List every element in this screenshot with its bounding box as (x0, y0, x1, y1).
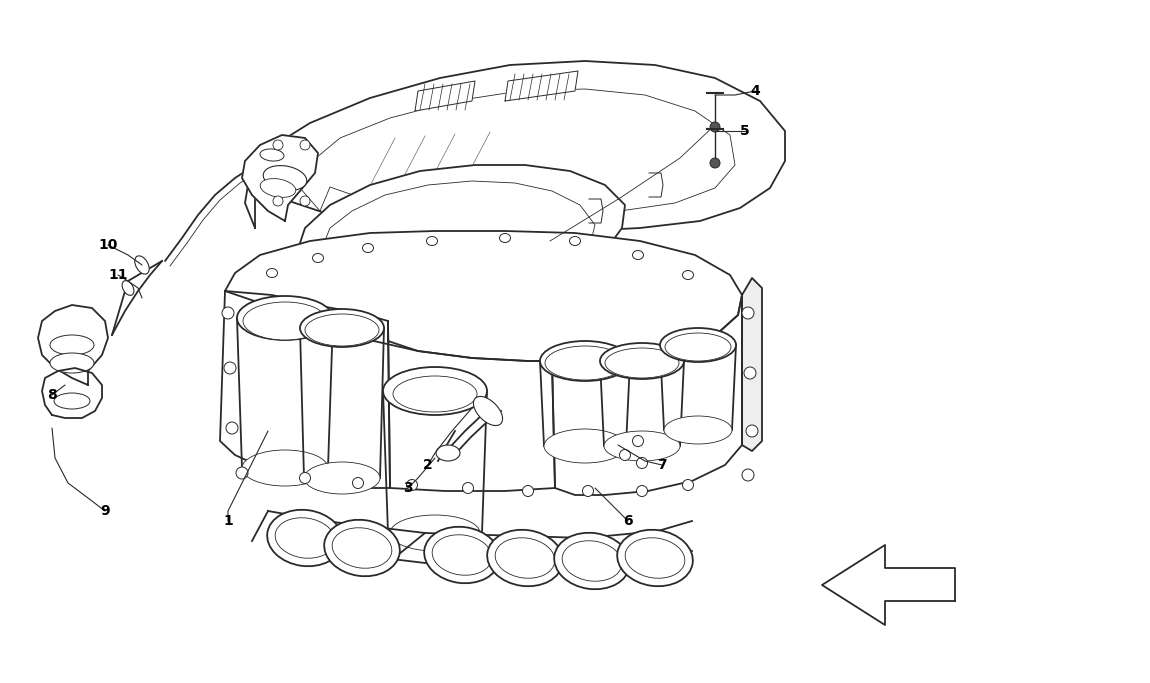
Ellipse shape (227, 422, 238, 434)
Ellipse shape (632, 436, 644, 447)
Polygon shape (822, 545, 954, 625)
Ellipse shape (393, 376, 477, 412)
Ellipse shape (744, 367, 756, 379)
Ellipse shape (424, 527, 500, 583)
Ellipse shape (626, 538, 685, 579)
Ellipse shape (273, 196, 283, 206)
Ellipse shape (682, 479, 693, 490)
Ellipse shape (554, 533, 630, 589)
Text: 2: 2 (423, 458, 432, 472)
Polygon shape (38, 305, 108, 385)
Polygon shape (296, 165, 624, 283)
Polygon shape (225, 231, 742, 361)
Ellipse shape (300, 196, 311, 206)
Ellipse shape (660, 328, 736, 362)
Text: 5: 5 (741, 124, 750, 138)
Text: 4: 4 (750, 84, 760, 98)
Ellipse shape (636, 458, 647, 469)
Ellipse shape (432, 535, 492, 575)
Ellipse shape (436, 445, 460, 461)
Ellipse shape (636, 486, 647, 497)
Ellipse shape (313, 253, 323, 262)
Ellipse shape (710, 158, 720, 168)
Ellipse shape (300, 309, 384, 347)
Ellipse shape (49, 353, 94, 373)
Ellipse shape (710, 122, 720, 132)
Ellipse shape (664, 416, 733, 444)
Ellipse shape (522, 486, 534, 497)
Ellipse shape (243, 302, 327, 340)
Ellipse shape (488, 530, 562, 586)
Polygon shape (388, 321, 555, 491)
Ellipse shape (263, 165, 307, 191)
Ellipse shape (604, 431, 680, 461)
Ellipse shape (583, 486, 593, 497)
Ellipse shape (242, 450, 328, 486)
Ellipse shape (135, 256, 150, 274)
Polygon shape (245, 61, 785, 231)
Ellipse shape (746, 425, 758, 437)
Polygon shape (43, 368, 102, 418)
Ellipse shape (273, 140, 283, 150)
Text: 1: 1 (223, 514, 232, 528)
Polygon shape (552, 295, 742, 495)
Ellipse shape (267, 268, 277, 277)
Ellipse shape (299, 473, 310, 484)
Ellipse shape (742, 307, 754, 319)
Text: 10: 10 (98, 238, 117, 252)
Ellipse shape (332, 528, 392, 568)
Ellipse shape (569, 236, 581, 245)
Polygon shape (220, 291, 390, 488)
Text: 3: 3 (404, 481, 413, 495)
Ellipse shape (122, 281, 133, 295)
Ellipse shape (362, 244, 374, 253)
Ellipse shape (665, 333, 731, 361)
Text: 8: 8 (47, 388, 56, 402)
Ellipse shape (427, 236, 437, 245)
Text: 6: 6 (623, 514, 633, 528)
Ellipse shape (267, 510, 343, 566)
Polygon shape (242, 135, 319, 221)
Ellipse shape (544, 429, 626, 463)
Text: 7: 7 (657, 458, 667, 472)
Ellipse shape (545, 346, 624, 380)
Text: 9: 9 (100, 504, 109, 518)
Ellipse shape (632, 251, 644, 260)
Ellipse shape (499, 234, 511, 242)
Ellipse shape (383, 367, 486, 415)
Ellipse shape (682, 270, 693, 279)
Ellipse shape (222, 307, 233, 319)
Ellipse shape (224, 362, 236, 374)
Ellipse shape (275, 518, 335, 558)
Ellipse shape (260, 149, 284, 161)
Ellipse shape (620, 449, 630, 460)
Ellipse shape (562, 541, 622, 581)
Ellipse shape (304, 462, 380, 494)
Ellipse shape (605, 348, 678, 378)
Polygon shape (415, 81, 475, 111)
Ellipse shape (54, 393, 90, 409)
Polygon shape (742, 278, 762, 451)
Ellipse shape (618, 530, 692, 586)
Ellipse shape (462, 482, 474, 494)
Polygon shape (505, 71, 578, 101)
Ellipse shape (390, 515, 480, 551)
Ellipse shape (49, 335, 94, 355)
Ellipse shape (600, 343, 684, 379)
Ellipse shape (353, 477, 363, 488)
Ellipse shape (742, 469, 754, 481)
Ellipse shape (540, 341, 630, 381)
Ellipse shape (406, 479, 417, 490)
Ellipse shape (305, 314, 380, 346)
Ellipse shape (496, 538, 554, 579)
Ellipse shape (237, 296, 334, 340)
Ellipse shape (474, 396, 503, 426)
Ellipse shape (236, 467, 248, 479)
Ellipse shape (260, 178, 296, 197)
Ellipse shape (324, 520, 400, 576)
Ellipse shape (300, 140, 311, 150)
Text: 11: 11 (108, 268, 128, 282)
